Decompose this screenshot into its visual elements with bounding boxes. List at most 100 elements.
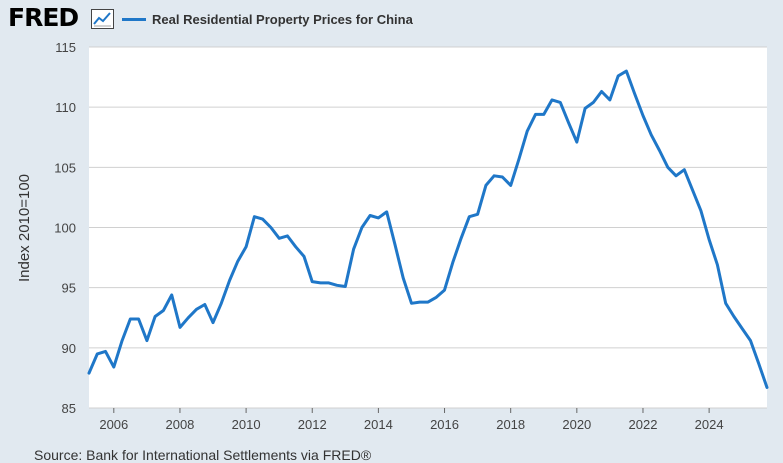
data-point[interactable] <box>664 163 672 171</box>
data-point[interactable] <box>226 276 234 284</box>
y-tick-label: 95 <box>62 281 76 296</box>
data-point[interactable] <box>705 236 713 244</box>
data-point[interactable] <box>283 232 291 240</box>
data-point[interactable] <box>573 138 581 146</box>
y-tick-label: 115 <box>55 40 76 55</box>
data-point[interactable] <box>432 293 440 301</box>
data-point[interactable] <box>209 319 217 327</box>
data-point[interactable] <box>656 146 664 154</box>
data-point[interactable] <box>217 299 225 307</box>
data-point[interactable] <box>540 110 548 118</box>
data-point[interactable] <box>507 181 515 189</box>
data-point[interactable] <box>250 213 258 221</box>
data-point[interactable] <box>325 279 333 287</box>
data-point[interactable] <box>126 315 134 323</box>
data-point[interactable] <box>490 172 498 180</box>
data-point[interactable] <box>581 104 589 112</box>
data-point[interactable] <box>374 214 382 222</box>
data-point[interactable] <box>598 88 606 96</box>
data-point[interactable] <box>308 278 316 286</box>
data-point[interactable] <box>622 67 630 75</box>
data-point[interactable] <box>713 261 721 269</box>
data-point[interactable] <box>722 299 730 307</box>
data-point[interactable] <box>680 166 688 174</box>
data-point[interactable] <box>647 131 655 139</box>
data-point[interactable] <box>300 252 308 260</box>
data-point[interactable] <box>606 96 614 104</box>
data-point[interactable] <box>184 314 192 322</box>
y-tick-label: 105 <box>54 160 76 175</box>
data-point[interactable] <box>242 243 250 251</box>
x-tick-label: 2018 <box>496 417 525 432</box>
data-point[interactable] <box>333 281 341 289</box>
y-axis-ticks: 85 90 95 100 105 110 115 <box>54 40 76 416</box>
x-tick-label: 2024 <box>695 417 724 432</box>
data-point[interactable] <box>565 119 573 127</box>
data-point[interactable] <box>614 72 622 80</box>
data-point[interactable] <box>730 313 738 321</box>
data-point[interactable] <box>358 224 366 232</box>
data-point[interactable] <box>416 298 424 306</box>
data-point[interactable] <box>556 98 564 106</box>
data-point[interactable] <box>292 243 300 251</box>
data-point[interactable] <box>201 301 209 309</box>
data-point[interactable] <box>763 384 771 392</box>
data-point[interactable] <box>399 274 407 282</box>
data-point[interactable] <box>639 112 647 120</box>
data-point[interactable] <box>259 215 267 223</box>
data-point[interactable] <box>407 299 415 307</box>
data-point[interactable] <box>168 291 176 299</box>
x-tick-label: 2016 <box>430 417 459 432</box>
data-point[interactable] <box>267 224 275 232</box>
data-point[interactable] <box>135 315 143 323</box>
data-point[interactable] <box>176 323 184 331</box>
data-point[interactable] <box>449 258 457 266</box>
data-point[interactable] <box>391 240 399 248</box>
data-point[interactable] <box>85 369 93 377</box>
data-point[interactable] <box>151 313 159 321</box>
series-line[interactable] <box>87 69 769 389</box>
data-point[interactable] <box>689 186 697 194</box>
data-point[interactable] <box>383 208 391 216</box>
legend-swatch <box>122 17 146 21</box>
data-point[interactable] <box>589 98 597 106</box>
data-point[interactable] <box>350 245 358 253</box>
data-point[interactable] <box>672 172 680 180</box>
data-point[interactable] <box>697 207 705 215</box>
data-point[interactable] <box>317 279 325 287</box>
data-point[interactable] <box>341 282 349 290</box>
data-point[interactable] <box>118 337 126 345</box>
line-graph-icon[interactable] <box>91 9 114 29</box>
data-point[interactable] <box>102 347 110 355</box>
legend: Real Residential Property Prices for Chi… <box>122 10 413 28</box>
data-point[interactable] <box>143 337 151 345</box>
data-point[interactable] <box>366 211 374 219</box>
data-point[interactable] <box>482 181 490 189</box>
data-point[interactable] <box>531 110 539 118</box>
data-point[interactable] <box>441 286 449 294</box>
legend-label: Real Residential Property Prices for Chi… <box>152 11 413 27</box>
data-point[interactable] <box>93 350 101 358</box>
x-tick-label: 2014 <box>364 417 393 432</box>
fred-logo[interactable]: FRED <box>8 3 79 32</box>
data-point[interactable] <box>548 96 556 104</box>
data-point[interactable] <box>498 173 506 181</box>
x-tick-label: 2022 <box>629 417 658 432</box>
data-point[interactable] <box>523 127 531 135</box>
data-point[interactable] <box>746 337 754 345</box>
data-point[interactable] <box>755 359 763 367</box>
x-tick-label: 2010 <box>232 417 261 432</box>
data-point[interactable] <box>159 307 167 315</box>
data-point[interactable] <box>631 90 639 98</box>
data-point[interactable] <box>234 257 242 265</box>
data-point[interactable] <box>275 234 283 242</box>
data-point[interactable] <box>457 234 465 242</box>
data-point[interactable] <box>738 325 746 333</box>
data-point[interactable] <box>474 210 482 218</box>
data-point[interactable] <box>465 213 473 221</box>
data-point[interactable] <box>424 298 432 306</box>
data-point[interactable] <box>192 305 200 313</box>
data-point[interactable] <box>110 363 118 371</box>
data-point[interactable] <box>515 155 523 163</box>
